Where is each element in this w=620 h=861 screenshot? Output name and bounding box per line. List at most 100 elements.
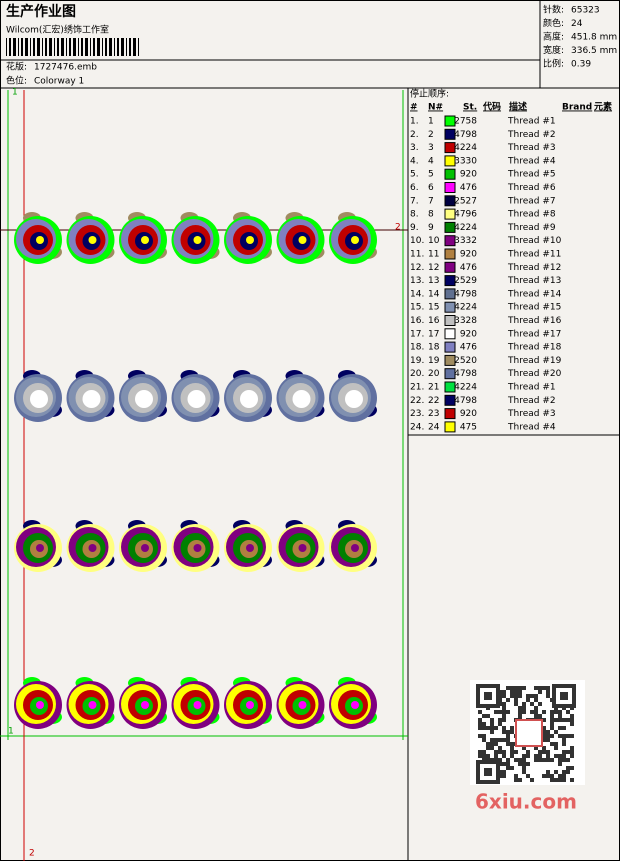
qr-cell — [570, 766, 574, 770]
row-n: 15 — [428, 303, 439, 313]
column-header: 描述 — [509, 101, 527, 113]
qr-cell — [562, 742, 566, 746]
center — [193, 394, 202, 402]
swatch — [444, 235, 456, 247]
row-desc: Thread #18 — [507, 343, 562, 353]
bar — [85, 38, 88, 56]
row-desc: Thread #17 — [507, 329, 561, 339]
row-code: 2527 — [454, 196, 477, 206]
swatch — [444, 421, 456, 433]
row-no: 3. — [410, 143, 419, 153]
row-no: 24. — [410, 422, 424, 432]
qr-cell — [502, 706, 506, 710]
row-no: 22. — [410, 396, 424, 406]
qr-cell — [546, 730, 550, 734]
row-desc: Thread #19 — [507, 356, 562, 366]
bar — [49, 38, 52, 56]
qr-cell — [506, 738, 510, 742]
info-label: 高度: — [543, 31, 564, 43]
qr-cell — [522, 766, 526, 770]
bar — [18, 38, 19, 56]
qr-cell — [570, 778, 574, 782]
qr-cell — [510, 746, 514, 750]
qr-cell — [522, 686, 526, 690]
qr-cell — [570, 750, 574, 754]
qr-cell — [482, 738, 486, 742]
row-code: 2758 — [454, 117, 477, 127]
qr-cell — [558, 714, 562, 718]
row-desc: Thread #15 — [507, 303, 561, 313]
bar — [90, 38, 91, 56]
info-label: 颜色: — [543, 17, 564, 29]
column-header: 元素 — [594, 101, 612, 113]
row-no: 4. — [410, 156, 419, 166]
qr-cell — [542, 758, 546, 762]
row-desc: Thread #20 — [507, 369, 562, 379]
swatch — [444, 301, 456, 313]
row-desc: Thread #5 — [507, 170, 556, 180]
info-value: 336.5 mm — [571, 46, 617, 56]
qr-cell — [502, 702, 506, 706]
qr-cell — [538, 754, 542, 758]
info-label: 针数: — [543, 4, 564, 16]
qr-cell — [546, 750, 550, 754]
swatch — [444, 248, 456, 260]
row-n: 22 — [428, 396, 439, 406]
qr-cell — [542, 710, 546, 714]
qr-finder — [484, 768, 492, 776]
qr-cell — [522, 702, 526, 706]
qr-cell — [482, 726, 486, 730]
row-no: 6. — [410, 183, 419, 193]
swatch — [444, 208, 456, 220]
row-n: 9 — [428, 223, 434, 233]
studio: Wilcom(汇宏)绣饰工作室 — [6, 24, 109, 36]
qr-cell — [518, 758, 522, 762]
swatch — [444, 315, 456, 326]
qr-cell — [562, 734, 566, 738]
qr-cell — [498, 738, 502, 742]
qr-cell — [554, 778, 558, 782]
bar — [30, 38, 31, 56]
qr-cell — [554, 746, 558, 750]
qr-cell — [502, 718, 506, 722]
row-n: 24 — [428, 422, 440, 432]
qr-cell — [510, 766, 514, 770]
qr-cell — [542, 686, 546, 690]
bar — [114, 38, 115, 56]
center — [88, 701, 97, 709]
qr-cell — [518, 714, 522, 718]
swatch — [444, 142, 456, 154]
qr-cell — [550, 758, 554, 762]
qr-cell — [502, 694, 506, 698]
row-n: 18 — [428, 343, 440, 353]
row-code: 475 — [460, 422, 477, 432]
qr-cell — [522, 754, 526, 758]
qr-cell — [558, 758, 562, 762]
qr-cell — [478, 754, 482, 758]
qr-cell — [530, 694, 534, 698]
row-n: 6 — [428, 183, 434, 193]
qr-cell — [550, 742, 554, 746]
row-code: 4224 — [454, 223, 477, 233]
swatch — [444, 275, 456, 287]
qr-cell — [526, 762, 530, 766]
row-no: 16. — [410, 316, 424, 326]
qr-cell — [494, 710, 498, 714]
qr-cell — [546, 770, 550, 774]
swatch — [444, 195, 456, 207]
qr-cell — [478, 718, 482, 722]
qr-cell — [526, 694, 530, 698]
row-code: 4224 — [454, 383, 477, 393]
bar — [73, 38, 76, 56]
qr-cell — [522, 706, 526, 710]
qr-cell — [562, 718, 566, 722]
row-desc: Thread #8 — [507, 210, 556, 220]
bar — [121, 38, 124, 56]
qr-cell — [542, 726, 546, 730]
row-no: 18. — [410, 343, 424, 353]
qr-cell — [490, 722, 494, 726]
qr-cell — [514, 778, 518, 782]
qr-cell — [478, 710, 482, 714]
qr-cell — [530, 778, 534, 782]
row-code: 4224 — [454, 143, 477, 153]
